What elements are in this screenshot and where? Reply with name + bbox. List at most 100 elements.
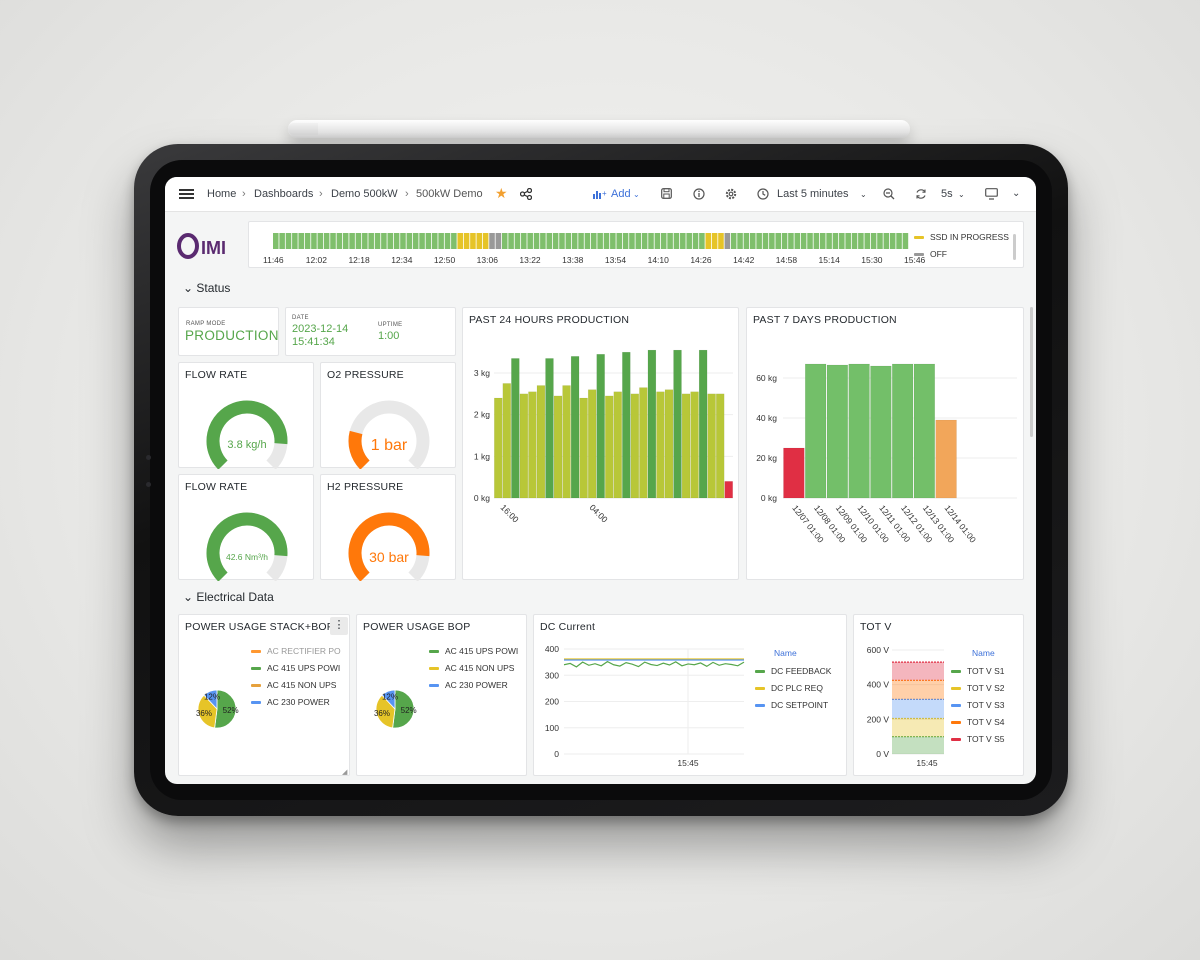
timeline-segment — [285, 233, 292, 249]
legend-item[interactable]: AC 415 UPS POWI — [251, 663, 340, 673]
timeline-segment — [489, 233, 495, 249]
legend-item[interactable]: SSD IN PROGRESS — [914, 232, 1009, 242]
pie-slice — [375, 694, 396, 729]
y-tick-label: 1 kg — [474, 451, 490, 461]
svg-text:+: + — [602, 189, 607, 198]
pie-slice-label: 52% — [401, 706, 417, 715]
bar — [596, 354, 605, 499]
section-status[interactable]: ⌄ Status — [183, 281, 231, 295]
chevron-down-icon[interactable]: ⌄ — [958, 190, 965, 199]
zoom-out-icon[interactable] — [883, 188, 895, 200]
refresh-interval-select[interactable]: 5s — [941, 188, 953, 200]
breadcrumb-current: 500kW Demo — [416, 188, 483, 200]
legend-item[interactable]: AC 415 NON UPS — [251, 680, 336, 690]
y-tick-label: 20 kg — [756, 453, 777, 463]
bar — [613, 391, 622, 499]
chevron-down-icon[interactable]: ⌄ — [860, 190, 867, 199]
section-electrical[interactable]: ⌄ Electrical Data — [183, 590, 274, 604]
chevron-down-icon[interactable]: ⌄ — [1012, 188, 1021, 199]
add-panel-icon[interactable]: + — [593, 189, 607, 199]
breadcrumb-folder[interactable]: Demo 500kW — [331, 188, 398, 200]
gear-icon[interactable] — [725, 188, 737, 200]
timeline-segment — [349, 233, 355, 249]
add-button[interactable]: Add — [611, 188, 631, 200]
legend-item[interactable]: AC 415 UPS POWI — [429, 646, 518, 656]
refresh-icon[interactable] — [915, 188, 927, 200]
clock-icon[interactable] — [757, 188, 769, 200]
menu-icon[interactable] — [179, 189, 194, 199]
info-icon[interactable] — [693, 188, 705, 200]
legend-item[interactable]: DC PLC REQ — [755, 683, 823, 693]
dc-current-panel: DC Current 0 100 200 300 400 15:45 Name DC FE… — [533, 614, 847, 776]
timeline-segment — [813, 233, 820, 249]
timeline-segment — [330, 233, 336, 249]
timeline-segment — [514, 233, 521, 249]
save-icon[interactable] — [661, 188, 672, 199]
stylus-pencil — [288, 120, 910, 138]
pie-slice — [203, 689, 218, 711]
timeline-segment — [902, 233, 909, 249]
area-band — [892, 680, 944, 700]
chevron-down-icon[interactable]: ⌄ — [633, 190, 640, 199]
page-scrollbar[interactable] — [1030, 307, 1033, 437]
timeline-segment — [896, 233, 902, 249]
pie-slice-label: 36% — [374, 709, 390, 718]
panel-title: H2 PRESSURE — [327, 481, 404, 493]
y-tick-label: 60 kg — [756, 373, 777, 383]
timeline-segment — [743, 233, 750, 249]
tv-mode-icon[interactable] — [985, 188, 998, 200]
share-icon[interactable] — [520, 188, 532, 200]
legend-header[interactable]: Name — [972, 648, 995, 658]
timeline-segment — [711, 233, 718, 249]
legend-item[interactable]: TOT V S3 — [951, 700, 1004, 710]
uptime-label: UPTIME — [378, 322, 403, 328]
panel-menu-icon[interactable]: ⋮ — [330, 617, 348, 635]
timeline-segment — [432, 233, 438, 249]
legend-item[interactable]: AC RECTIFIER PO — [251, 646, 341, 656]
legend-item[interactable]: TOT V S4 — [951, 717, 1004, 727]
bar — [673, 349, 682, 499]
timeline-segment — [718, 233, 724, 249]
legend-item[interactable]: TOT V S1 — [951, 666, 1004, 676]
legend-item[interactable]: AC 230 POWER — [251, 697, 330, 707]
legend-item[interactable]: DC FEEDBACK — [755, 666, 831, 676]
timeline-segment — [705, 233, 712, 249]
bar — [579, 397, 588, 499]
gauge-fill — [348, 512, 430, 581]
bar — [664, 389, 674, 499]
time-range-picker[interactable]: Last 5 minutes — [777, 188, 849, 200]
star-icon[interactable]: ★ — [495, 185, 508, 201]
bar — [536, 385, 546, 499]
timeline-segment — [724, 233, 731, 249]
pie-slice — [214, 689, 237, 729]
legend-header[interactable]: Name — [774, 648, 797, 658]
timeline-segment — [692, 233, 699, 249]
resize-handle-icon[interactable]: ◢ — [342, 769, 348, 776]
breadcrumb-dashboards[interactable]: Dashboards — [254, 188, 314, 200]
timeline-segment — [788, 233, 794, 249]
timeline-segment — [826, 233, 832, 249]
breadcrumb-home[interactable]: Home — [207, 188, 237, 200]
timeline-tick-label: 14:26 — [690, 255, 712, 265]
legend-item[interactable]: TOT V S2 — [951, 683, 1004, 693]
legend-item[interactable]: OFF — [914, 249, 947, 259]
legend-item[interactable]: AC 230 POWER — [429, 680, 508, 690]
timeline-tick-label: 13:22 — [519, 255, 541, 265]
pie-chart-bop: 52% 36% 12% — [374, 689, 417, 729]
timeline-segment — [877, 233, 883, 249]
legend-label: AC 415 UPS POWI — [267, 663, 341, 673]
stacked-area-chart-tot-v: 0 V 200 V 400 V 600 V 15:45 — [867, 645, 944, 768]
timeline-segment — [737, 233, 743, 249]
legend-item[interactable]: TOT V S5 — [951, 734, 1004, 744]
bar — [570, 356, 580, 499]
panel-title: FLOW RATE — [185, 369, 248, 381]
legend-label: DC PLC REQ — [771, 683, 823, 693]
bar — [805, 363, 827, 499]
legend-item[interactable]: DC SETPOINT — [755, 700, 828, 710]
timeline-segment — [508, 233, 514, 249]
timeline-tick-label: 13:38 — [562, 255, 584, 265]
x-tick-label: 15:45 — [916, 758, 938, 768]
legend-item[interactable]: AC 415 NON UPS — [429, 663, 514, 673]
scrollbar[interactable] — [1013, 234, 1016, 260]
